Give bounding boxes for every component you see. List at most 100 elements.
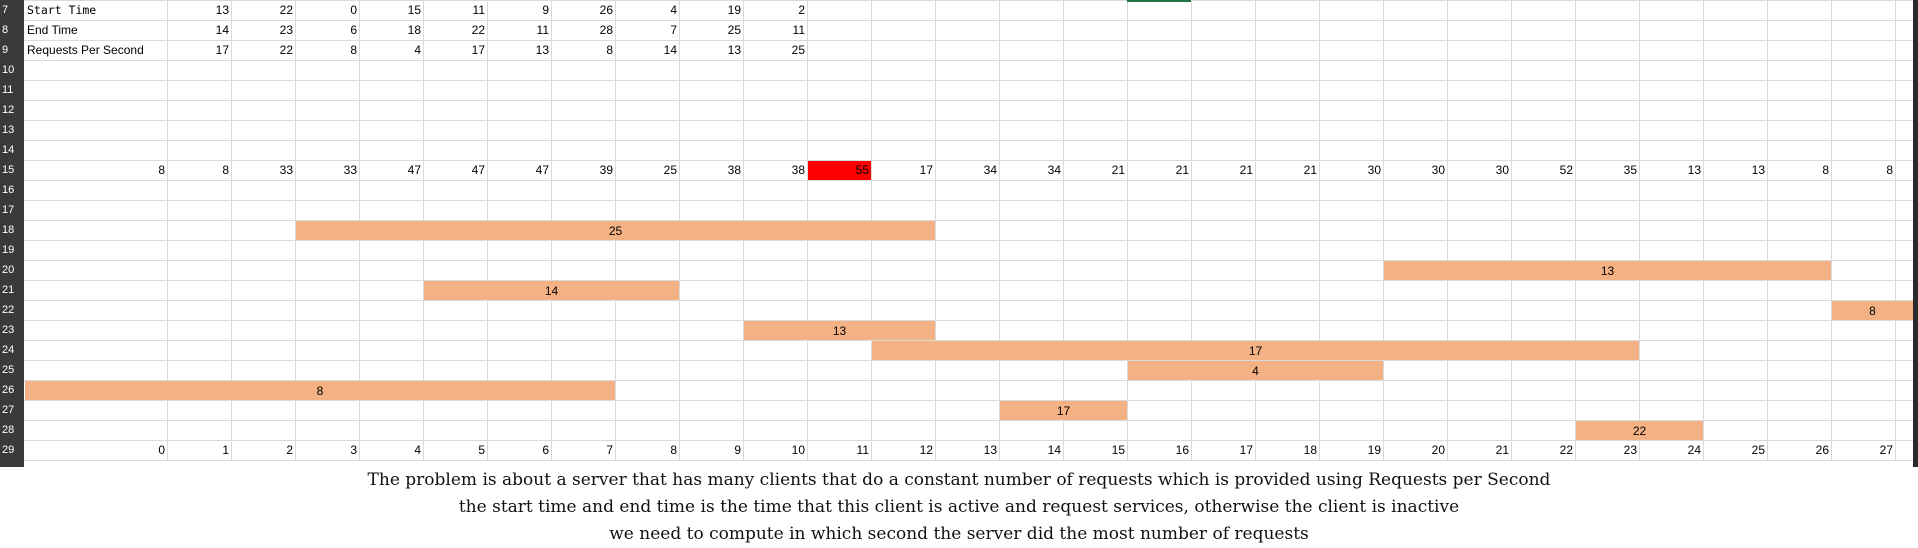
total-requests-cell[interactable]: 21 (1239, 163, 1253, 177)
request-span-bar[interactable]: 25 (296, 221, 935, 240)
request-span-bar[interactable]: 8 (1832, 301, 1913, 320)
start-time-cell[interactable]: 11 (472, 3, 485, 17)
row-header[interactable]: 16 (0, 180, 24, 200)
total-requests-cell[interactable]: 21 (1175, 163, 1189, 177)
end-time-cell[interactable]: 28 (599, 23, 613, 37)
total-requests-cell[interactable]: 39 (599, 163, 613, 177)
start-time-cell[interactable]: 15 (407, 3, 421, 17)
label-end-time[interactable]: End Time (27, 23, 78, 37)
end-time-cell[interactable]: 7 (670, 23, 677, 37)
time-axis-cell[interactable]: 16 (1175, 443, 1189, 457)
time-axis-cell[interactable]: 13 (983, 443, 997, 457)
total-requests-cell[interactable]: 47 (471, 163, 485, 177)
row-header[interactable]: 28 (0, 420, 24, 440)
request-span-bar[interactable]: 13 (1384, 261, 1831, 280)
total-requests-cell[interactable]: 47 (407, 163, 421, 177)
row-header[interactable]: 8 (0, 20, 24, 40)
total-requests-cell[interactable]: 34 (983, 163, 997, 177)
time-axis-cell[interactable]: 21 (1495, 443, 1509, 457)
time-axis-cell[interactable]: 27 (1879, 443, 1893, 457)
total-requests-cell[interactable]: 38 (727, 163, 741, 177)
row-header[interactable]: 29 (0, 440, 24, 460)
row-header[interactable]: 7 (0, 0, 24, 20)
time-axis-cell[interactable]: 3 (350, 443, 357, 457)
row-header[interactable]: 23 (0, 320, 24, 340)
time-axis-cell[interactable]: 25 (1751, 443, 1765, 457)
total-requests-cell[interactable]: 25 (663, 163, 677, 177)
total-requests-cell[interactable]: 8 (1822, 163, 1829, 177)
time-axis-cell[interactable]: 22 (1559, 443, 1573, 457)
time-axis-cell[interactable]: 6 (542, 443, 549, 457)
rps-cell[interactable]: 4 (414, 43, 421, 57)
row-header[interactable]: 14 (0, 140, 24, 160)
label-requests-per-second[interactable]: Requests Per Second (27, 43, 144, 57)
total-requests-cell[interactable]: 30 (1495, 163, 1509, 177)
start-time-cell[interactable]: 9 (542, 3, 549, 17)
time-axis-cell[interactable]: 10 (791, 443, 805, 457)
time-axis-cell[interactable]: 20 (1431, 443, 1445, 457)
end-time-cell[interactable]: 11 (536, 23, 549, 37)
time-axis-cell[interactable]: 15 (1111, 443, 1125, 457)
time-axis-cell[interactable]: 4 (414, 443, 421, 457)
request-span-bar[interactable]: 17 (872, 341, 1639, 360)
time-axis-cell[interactable]: 7 (606, 443, 613, 457)
row-header[interactable]: 18 (0, 220, 24, 240)
time-axis-cell[interactable]: 19 (1367, 443, 1381, 457)
total-requests-cell[interactable]: 33 (279, 163, 293, 177)
total-requests-cell[interactable]: 30 (1367, 163, 1381, 177)
total-requests-cell[interactable]: 47 (535, 163, 549, 177)
total-requests-cell[interactable]: 55 (855, 163, 869, 177)
end-time-cell[interactable]: 11 (792, 23, 805, 37)
row-header[interactable]: 26 (0, 380, 24, 400)
end-time-cell[interactable]: 23 (279, 23, 293, 37)
total-requests-cell[interactable]: 35 (1623, 163, 1637, 177)
request-span-bar[interactable]: 4 (1128, 361, 1383, 380)
row-header[interactable]: 20 (0, 260, 24, 280)
rps-cell[interactable]: 13 (727, 43, 741, 57)
total-requests-cell[interactable]: 52 (1559, 163, 1573, 177)
row-header[interactable]: 10 (0, 60, 24, 80)
total-requests-cell[interactable]: 17 (919, 163, 933, 177)
total-requests-cell[interactable]: 38 (791, 163, 805, 177)
time-axis-cell[interactable]: 18 (1303, 443, 1317, 457)
start-time-cell[interactable]: 13 (215, 3, 229, 17)
total-requests-cell[interactable]: 8 (1886, 163, 1893, 177)
row-header[interactable] (0, 460, 24, 467)
time-axis-cell[interactable]: 1 (222, 443, 229, 457)
time-axis-cell[interactable]: 12 (919, 443, 933, 457)
spreadsheet-grid[interactable]: 7 8 9 10 11 12 13 14 15 16 17 18 19 20 21 22 23 24 25 26 27 2… (0, 0, 1918, 467)
time-axis-cell[interactable]: 17 (1239, 443, 1253, 457)
end-time-cell[interactable]: 22 (471, 23, 485, 37)
row-header[interactable]: 19 (0, 240, 24, 260)
rps-cell[interactable]: 17 (215, 43, 229, 57)
rps-cell[interactable]: 22 (279, 43, 293, 57)
time-axis-cell[interactable]: 26 (1815, 443, 1829, 457)
row-header[interactable]: 12 (0, 100, 24, 120)
request-span-bar[interactable]: 14 (424, 281, 679, 300)
rps-cell[interactable]: 8 (350, 43, 357, 57)
rps-cell[interactable]: 8 (606, 43, 613, 57)
total-requests-cell[interactable]: 8 (222, 163, 229, 177)
start-time-cell[interactable]: 2 (798, 3, 805, 17)
row-header[interactable]: 22 (0, 300, 24, 320)
vertical-scrollbar[interactable] (1913, 0, 1918, 467)
row-header[interactable]: 17 (0, 200, 24, 220)
end-time-cell[interactable]: 18 (407, 23, 421, 37)
time-axis-cell[interactable]: 8 (670, 443, 677, 457)
rps-cell[interactable]: 13 (535, 43, 549, 57)
start-time-cell[interactable]: 19 (727, 3, 741, 17)
request-span-bar[interactable]: 22 (1576, 421, 1703, 440)
end-time-cell[interactable]: 25 (727, 23, 741, 37)
total-requests-cell[interactable]: 13 (1687, 163, 1701, 177)
time-axis-cell[interactable]: 11 (856, 443, 869, 457)
rps-cell[interactable]: 25 (791, 43, 805, 57)
start-time-cell[interactable]: 0 (350, 3, 357, 17)
time-axis-cell[interactable]: 0 (158, 443, 165, 457)
total-requests-cell[interactable]: 13 (1751, 163, 1765, 177)
row-header[interactable]: 13 (0, 120, 24, 140)
row-header[interactable]: 11 (0, 80, 24, 100)
end-time-cell[interactable]: 14 (215, 23, 229, 37)
row-header[interactable]: 24 (0, 340, 24, 360)
time-axis-cell[interactable]: 24 (1687, 443, 1701, 457)
time-axis-cell[interactable]: 14 (1047, 443, 1061, 457)
